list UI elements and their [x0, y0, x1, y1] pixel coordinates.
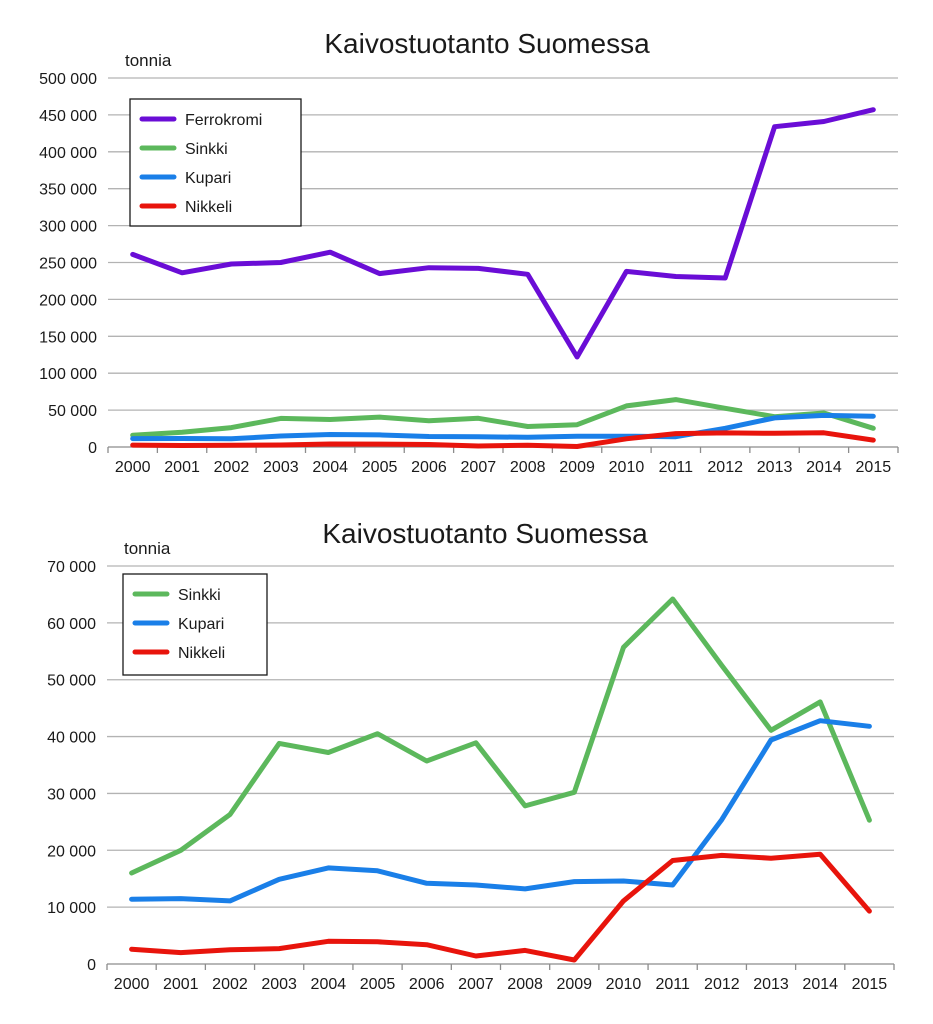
y-tick-label: 30 000 [47, 786, 96, 803]
x-tick-label: 2010 [609, 459, 645, 476]
chart-title: Kaivostuotanto Suomessa [322, 518, 648, 549]
series-line-kupari [130, 412, 876, 442]
y-tick-label: 10 000 [47, 900, 96, 917]
legend-label-sinkki: Sinkki [178, 587, 221, 604]
legend-label-ferrokromi: Ferrokromi [185, 112, 262, 129]
x-tick-label: 2008 [507, 976, 543, 993]
y-tick-label: 300 000 [39, 219, 97, 236]
y-tick-label: 350 000 [39, 182, 97, 199]
x-tick-label: 2009 [556, 976, 592, 993]
y-axis-unit-label: tonnia [124, 539, 171, 558]
x-tick-label: 2001 [163, 976, 199, 993]
x-tick-label: 2005 [360, 976, 396, 993]
chart-title: Kaivostuotanto Suomessa [324, 28, 650, 59]
y-axis-unit-label: tonnia [125, 51, 172, 70]
legend-label-sinkki: Sinkki [185, 141, 228, 158]
y-tick-label: 150 000 [39, 329, 97, 346]
x-tick-label: 2006 [411, 459, 447, 476]
x-tick-label: 2001 [164, 459, 200, 476]
series-line-sinkki [129, 596, 872, 876]
x-tick-label: 2004 [311, 976, 347, 993]
legend: Sinkki Kupari Nikkeli [122, 573, 268, 676]
legend-label-kupari: Kupari [178, 616, 224, 633]
series-line-nikkeli [130, 430, 876, 449]
x-tick-label: 2013 [753, 976, 789, 993]
x-tick-label: 2012 [704, 976, 740, 993]
series-line-kupari [129, 718, 872, 904]
y-tick-label: 450 000 [39, 108, 97, 125]
y-tick-label: 100 000 [39, 366, 97, 383]
x-tick-label: 2002 [212, 976, 248, 993]
y-tick-label: 0 [87, 957, 96, 974]
x-tick-label: 2009 [559, 459, 595, 476]
x-tick-label: 2011 [655, 976, 690, 993]
y-tick-label: 60 000 [47, 616, 96, 633]
x-tick-label: 2002 [214, 459, 250, 476]
x-tick-label: 2000 [115, 459, 151, 476]
x-tick-label: 2004 [312, 459, 348, 476]
y-tick-label: 20 000 [47, 843, 96, 860]
series-line-ferrokromi [130, 107, 876, 360]
x-tick-label: 2011 [659, 459, 694, 476]
legend: Ferrokromi Sinkki Kupari Nikkeli [129, 98, 302, 227]
chart-ferrokromi-overview: Kaivostuotanto Suomessa tonnia 0 50 000 100 … [39, 28, 899, 476]
x-tick-label: 2006 [409, 976, 445, 993]
x-tick-label: 2000 [114, 976, 150, 993]
y-tick-label: 50 000 [47, 673, 96, 690]
y-tick-label: 200 000 [39, 292, 97, 309]
y-tick-label: 250 000 [39, 256, 97, 273]
x-tick-label: 2014 [802, 976, 838, 993]
x-tick-label: 2014 [806, 459, 842, 476]
x-tick-label: 2007 [461, 459, 497, 476]
y-tick-label: 50 000 [48, 403, 97, 420]
legend-label-nikkeli: Nikkeli [185, 199, 232, 216]
legend-label-kupari: Kupari [185, 170, 231, 187]
x-tick-label: 2005 [362, 459, 398, 476]
x-tick-label: 2015 [856, 459, 892, 476]
x-tick-label: 2007 [458, 976, 494, 993]
x-tick-label: 2008 [510, 459, 546, 476]
y-tick-label: 500 000 [39, 71, 97, 88]
x-tick-label: 2003 [261, 976, 297, 993]
x-tick-label: 2013 [757, 459, 793, 476]
y-tick-label: 0 [88, 440, 97, 457]
series-line-sinkki [130, 397, 876, 438]
y-tick-label: 400 000 [39, 145, 97, 162]
x-tick-label: 2015 [852, 976, 888, 993]
x-tick-label: 2010 [606, 976, 642, 993]
legend-label-nikkeli: Nikkeli [178, 645, 225, 662]
series-line-nikkeli [129, 851, 872, 963]
chart-base-metals-detail: Kaivostuotanto Suomessa tonnia 0 10 000 20 0… [47, 518, 895, 993]
y-tick-label: 70 000 [47, 559, 96, 576]
y-tick-label: 40 000 [47, 730, 96, 747]
x-tick-label: 2003 [263, 459, 299, 476]
x-tick-label: 2012 [707, 459, 743, 476]
